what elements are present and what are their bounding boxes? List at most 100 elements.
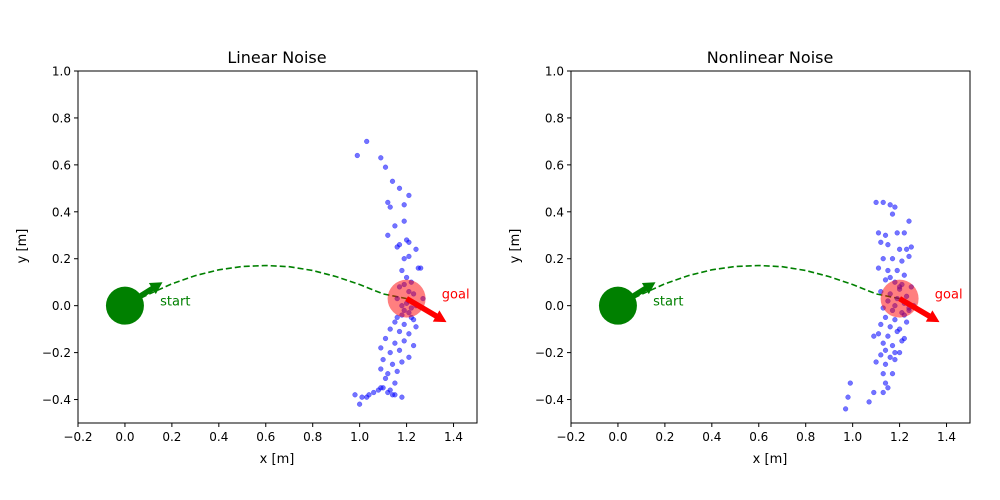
y-tick-label: 0.0	[545, 299, 564, 313]
x-ticks: −0.2 0.0 0.2 0.4 0.6 0.8 1.0 1.2 1.4	[556, 423, 956, 444]
sample-point	[880, 199, 886, 206]
x-tick-label: 0.4	[209, 430, 228, 444]
sample-point	[901, 230, 907, 236]
sample-point	[401, 218, 407, 224]
y-tick-label: 0.8	[545, 111, 564, 125]
sample-point	[382, 375, 389, 382]
x-tick-label: −0.2	[63, 430, 92, 444]
sample-point	[894, 267, 900, 274]
y-tick-label: 0.4	[52, 205, 71, 219]
start-heading-arrow	[123, 282, 163, 308]
y-tick-label: 0.2	[545, 252, 564, 266]
sample-point	[871, 389, 877, 396]
sample-point	[896, 246, 903, 252]
sample-point	[406, 253, 412, 260]
x-tick-label: 0.0	[115, 430, 134, 444]
x-axis-label: x [m]	[753, 452, 788, 467]
sample-point	[411, 343, 417, 349]
sample-point	[889, 343, 896, 349]
y-ticks: −0.4 −0.2 0.0 0.2 0.4 0.6 0.8 1.0	[535, 65, 571, 407]
start-heading-arrow	[616, 282, 656, 308]
sample-point	[392, 340, 398, 346]
x-tick-label: 1.2	[397, 430, 416, 444]
start-label: start	[160, 295, 190, 310]
sample-point	[866, 399, 872, 405]
sample-point	[359, 394, 365, 400]
y-tick-label: 0.0	[52, 299, 71, 313]
sample-point	[396, 347, 403, 353]
sample-point	[889, 211, 896, 217]
sample-point	[411, 317, 417, 323]
sample-point	[908, 244, 914, 250]
sample-point	[882, 314, 889, 321]
sample-point	[401, 202, 407, 208]
sample-point	[901, 272, 907, 278]
start-marker	[105, 286, 144, 325]
sample-point	[396, 328, 403, 335]
sample-point	[371, 389, 377, 396]
x-tick-label: 0.8	[796, 430, 815, 444]
sample-point	[894, 328, 900, 335]
sample-point	[382, 335, 389, 342]
x-tick-label: 0.2	[162, 430, 181, 444]
sample-point	[378, 345, 384, 351]
sample-point	[878, 239, 884, 245]
plot-area: start goal	[570, 70, 971, 424]
sample-point	[385, 199, 391, 206]
sample-point	[387, 326, 393, 332]
sample-point	[378, 155, 384, 161]
y-axis-label: y [m]	[508, 229, 523, 264]
y-tick-label: −0.2	[42, 346, 71, 360]
goal-heading-arrow	[405, 296, 447, 323]
y-tick-label: 0.6	[52, 158, 71, 172]
sample-point	[392, 319, 398, 325]
x-tick-label: 0.8	[303, 430, 322, 444]
sample-point	[385, 371, 391, 377]
sample-point	[399, 394, 405, 400]
y-axis-label: y [m]	[15, 229, 30, 264]
y-tick-label: −0.4	[42, 393, 71, 407]
sample-point	[382, 164, 389, 170]
sample-point	[394, 244, 400, 250]
sample-point	[906, 253, 912, 260]
y-ticks: −0.4 −0.2 0.0 0.2 0.4 0.6 0.8 1.0	[42, 65, 78, 407]
sample-point	[380, 357, 386, 363]
sample-point	[401, 321, 407, 328]
sample-point	[392, 223, 398, 229]
sample-point	[406, 239, 412, 245]
sample-point	[364, 394, 370, 400]
sample-point	[387, 204, 393, 210]
sample-point	[882, 361, 889, 367]
x-tick-label: −0.2	[556, 430, 585, 444]
sample-point	[389, 361, 396, 367]
sample-point	[875, 265, 882, 271]
sample-point	[389, 178, 396, 184]
goal-label: goal	[442, 288, 470, 303]
sample-point	[892, 317, 898, 323]
sample-point	[842, 406, 849, 412]
sample-point	[875, 331, 882, 337]
x-tick-label: 1.0	[843, 430, 862, 444]
sample-point	[401, 338, 407, 344]
sample-point	[903, 319, 910, 325]
sample-point	[385, 232, 391, 238]
sample-point	[882, 380, 889, 386]
sample-point	[413, 246, 419, 252]
goal-label: goal	[935, 288, 963, 303]
x-tick-label: 1.2	[890, 430, 909, 444]
sample-point	[354, 152, 360, 159]
planned-path	[617, 264, 900, 307]
sample-point	[375, 387, 382, 393]
sample-point	[357, 401, 363, 407]
chart-linear-noise: Linear Noise x [m] y [m] −0.2 0.0 0.2 0.4 0.…	[15, 48, 478, 467]
sample-point	[387, 350, 393, 356]
sample-point	[845, 394, 851, 400]
sample-point	[885, 333, 891, 339]
sample-point	[899, 338, 905, 344]
x-tick-label: 1.4	[444, 430, 463, 444]
y-tick-label: 0.6	[545, 158, 564, 172]
axes-frame	[570, 70, 971, 424]
y-tick-label: −0.4	[535, 393, 564, 407]
sample-point	[896, 350, 903, 356]
